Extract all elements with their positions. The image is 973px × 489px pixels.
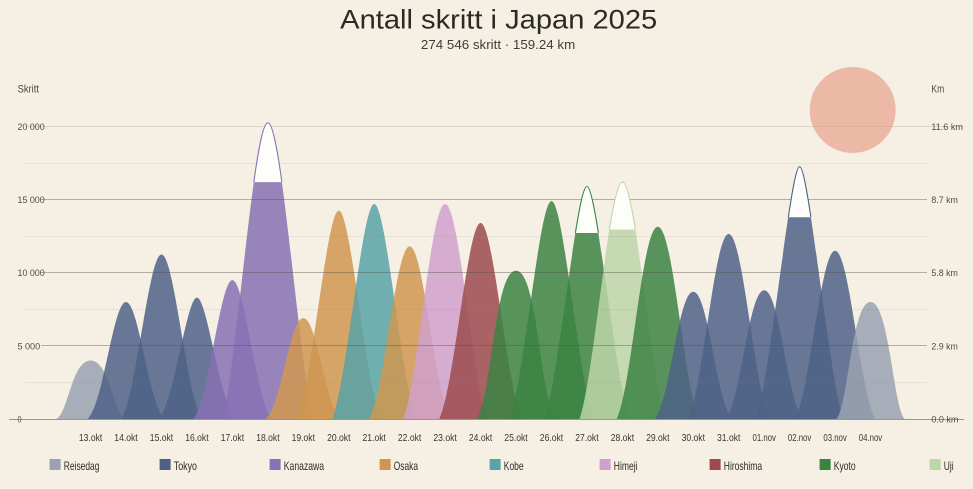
svg-text:15 000: 15 000 [18, 195, 45, 205]
svg-text:24.okt: 24.okt [469, 432, 492, 444]
svg-text:21.okt: 21.okt [363, 432, 386, 444]
svg-text:01.nov: 01.nov [753, 432, 777, 444]
svg-text:10 000: 10 000 [18, 268, 45, 278]
svg-text:31.okt: 31.okt [717, 432, 740, 444]
svg-text:8.7 km: 8.7 km [931, 195, 958, 205]
svg-text:29.okt: 29.okt [646, 432, 669, 444]
svg-text:2.9 km: 2.9 km [931, 341, 958, 351]
svg-text:02.nov: 02.nov [788, 432, 812, 444]
svg-text:Kanazawa: Kanazawa [284, 459, 325, 473]
svg-text:11.6 km: 11.6 km [931, 122, 963, 132]
svg-text:Reisedag: Reisedag [64, 459, 100, 473]
svg-text:20.okt: 20.okt [327, 432, 350, 444]
svg-text:30.okt: 30.okt [682, 432, 705, 444]
svg-text:15.okt: 15.okt [150, 432, 173, 444]
svg-text:17.okt: 17.okt [221, 432, 244, 444]
svg-text:13.okt: 13.okt [79, 432, 102, 444]
svg-text:0.0 km: 0.0 km [931, 414, 958, 424]
svg-text:Osaka: Osaka [394, 459, 418, 473]
svg-text:5.8 km: 5.8 km [931, 268, 958, 278]
svg-text:26.okt: 26.okt [540, 432, 563, 444]
svg-text:Himeji: Himeji [614, 459, 638, 473]
svg-text:Km: Km [931, 83, 944, 95]
svg-text:16.okt: 16.okt [185, 432, 208, 444]
svg-text:Uji: Uji [944, 459, 954, 473]
svg-text:23.okt: 23.okt [433, 432, 456, 444]
svg-text:Skritt: Skritt [18, 83, 39, 95]
svg-text:Hiroshima: Hiroshima [724, 459, 763, 473]
svg-text:Kobe: Kobe [504, 459, 524, 473]
svg-text:5 000: 5 000 [18, 341, 41, 351]
svg-text:274 546 skritt · 159.24 km: 274 546 skritt · 159.24 km [421, 37, 575, 52]
svg-text:0: 0 [18, 414, 22, 424]
svg-text:27.okt: 27.okt [575, 432, 598, 444]
svg-text:18.okt: 18.okt [256, 432, 279, 444]
svg-text:Kyoto: Kyoto [834, 459, 856, 473]
svg-text:28.okt: 28.okt [611, 432, 634, 444]
svg-text:03.nov: 03.nov [823, 432, 847, 444]
svg-text:19.okt: 19.okt [292, 432, 315, 444]
svg-text:04.nov: 04.nov [859, 432, 883, 444]
svg-text:25.okt: 25.okt [504, 432, 527, 444]
svg-text:22.okt: 22.okt [398, 432, 421, 444]
svg-text:Antall skritt i Japan 2025: Antall skritt i Japan 2025 [340, 5, 657, 35]
svg-text:Tokyo: Tokyo [174, 459, 197, 473]
svg-text:20 000: 20 000 [18, 122, 45, 132]
svg-text:14.okt: 14.okt [114, 432, 137, 444]
